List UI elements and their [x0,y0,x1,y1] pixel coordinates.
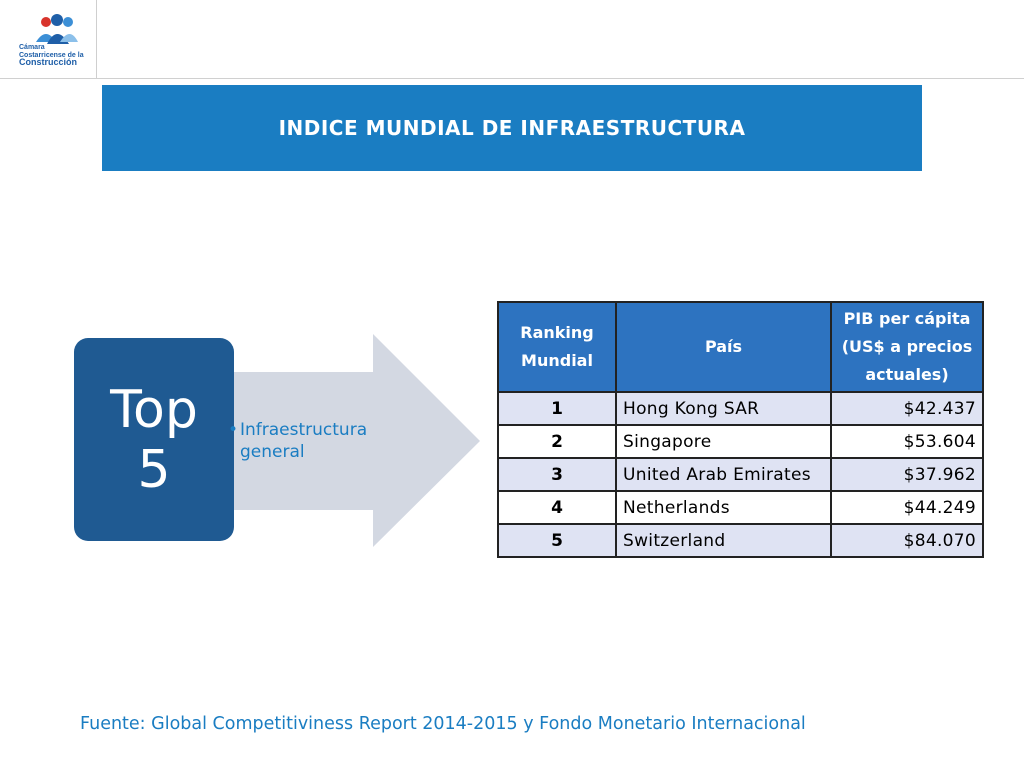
logo-line-3: Construcción [19,57,78,67]
cell-pib: $37.962 [830,457,984,492]
cell-rank: 5 [497,523,617,558]
top-5-box: Top 5 [74,338,234,541]
cell-rank: 1 [497,391,617,426]
table-row: 2 Singapore $53.604 [497,424,984,459]
header-country: País [615,301,832,393]
ranking-table: Ranking Mundial País PIB per cápita (US$… [497,301,984,558]
bullet-text: Infraestructura general [240,420,368,462]
table-row: 4 Netherlands $44.249 [497,490,984,525]
header-ranking: Ranking Mundial [497,301,617,393]
logo-line-1: Cámara [19,44,45,51]
source-note: Fuente: Global Competitiviness Report 20… [80,714,806,734]
arrow-shape [190,334,480,547]
cell-rank: 4 [497,490,617,525]
cell-country: Switzerland [615,523,832,558]
table-row: 3 United Arab Emirates $37.962 [497,457,984,492]
table-row: 5 Switzerland $84.070 [497,523,984,558]
bullet-marker: • [228,420,239,440]
cell-rank: 2 [497,424,617,459]
bullet-item: • Infraestructura general [228,419,410,463]
cell-pib: $53.604 [830,424,984,459]
table-row: 1 Hong Kong SAR $42.437 [497,391,984,426]
cell-country: United Arab Emirates [615,457,832,492]
cell-pib: $84.070 [830,523,984,558]
header-pib: PIB per cápita (US$ a precios actuales) [830,301,984,393]
cell-rank: 3 [497,457,617,492]
slide-title: INDICE MUNDIAL DE INFRAESTRUCTURA [278,116,746,140]
header-divider-horizontal [0,78,1024,79]
table-header-row: Ranking Mundial País PIB per cápita (US$… [497,301,984,393]
header-divider-vertical [96,0,97,78]
cell-pib: $44.249 [830,490,984,525]
title-banner: INDICE MUNDIAL DE INFRAESTRUCTURA [102,85,922,171]
logo-text: Cámara Costarricense de la Construcción [19,44,84,67]
cell-country: Hong Kong SAR [615,391,832,426]
logo-line-2: Costarricense de la [19,51,84,59]
top-box-line-2: 5 [137,439,171,500]
cell-pib: $42.437 [830,391,984,426]
cell-country: Singapore [615,424,832,459]
organization-logo [36,14,78,44]
top-box-line-1: Top [110,379,198,440]
cell-country: Netherlands [615,490,832,525]
